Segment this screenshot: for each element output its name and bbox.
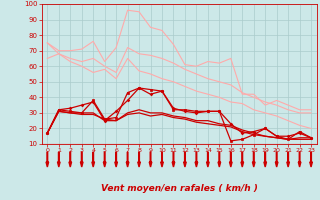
Text: Vent moyen/en rafales ( km/h ): Vent moyen/en rafales ( km/h )	[101, 184, 258, 193]
